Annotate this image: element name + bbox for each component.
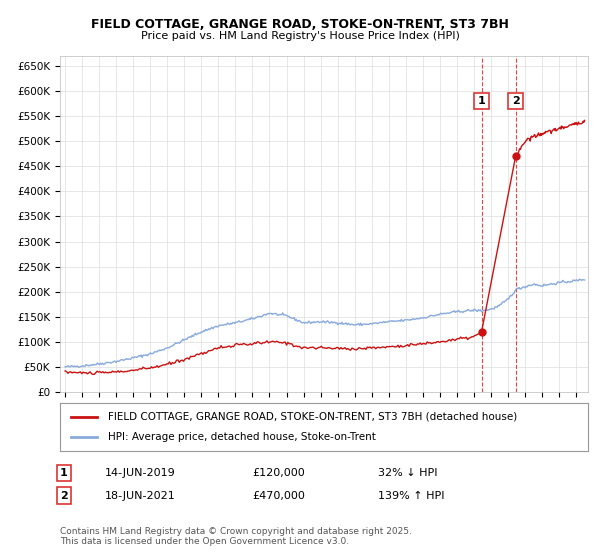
Text: FIELD COTTAGE, GRANGE ROAD, STOKE-ON-TRENT, ST3 7BH (detached house): FIELD COTTAGE, GRANGE ROAD, STOKE-ON-TRE…: [107, 412, 517, 422]
Text: Price paid vs. HM Land Registry's House Price Index (HPI): Price paid vs. HM Land Registry's House …: [140, 31, 460, 41]
Text: 1: 1: [60, 468, 68, 478]
Text: 2: 2: [60, 491, 68, 501]
Text: £120,000: £120,000: [252, 468, 305, 478]
Text: 32% ↓ HPI: 32% ↓ HPI: [378, 468, 437, 478]
Text: 14-JUN-2019: 14-JUN-2019: [105, 468, 176, 478]
Text: HPI: Average price, detached house, Stoke-on-Trent: HPI: Average price, detached house, Stok…: [107, 432, 376, 442]
Text: 139% ↑ HPI: 139% ↑ HPI: [378, 491, 445, 501]
Text: 1: 1: [478, 96, 485, 106]
Text: Contains HM Land Registry data © Crown copyright and database right 2025.
This d: Contains HM Land Registry data © Crown c…: [60, 526, 412, 546]
Text: FIELD COTTAGE, GRANGE ROAD, STOKE-ON-TRENT, ST3 7BH: FIELD COTTAGE, GRANGE ROAD, STOKE-ON-TRE…: [91, 18, 509, 31]
Text: 2: 2: [512, 96, 520, 106]
Text: £470,000: £470,000: [252, 491, 305, 501]
Text: 18-JUN-2021: 18-JUN-2021: [105, 491, 176, 501]
